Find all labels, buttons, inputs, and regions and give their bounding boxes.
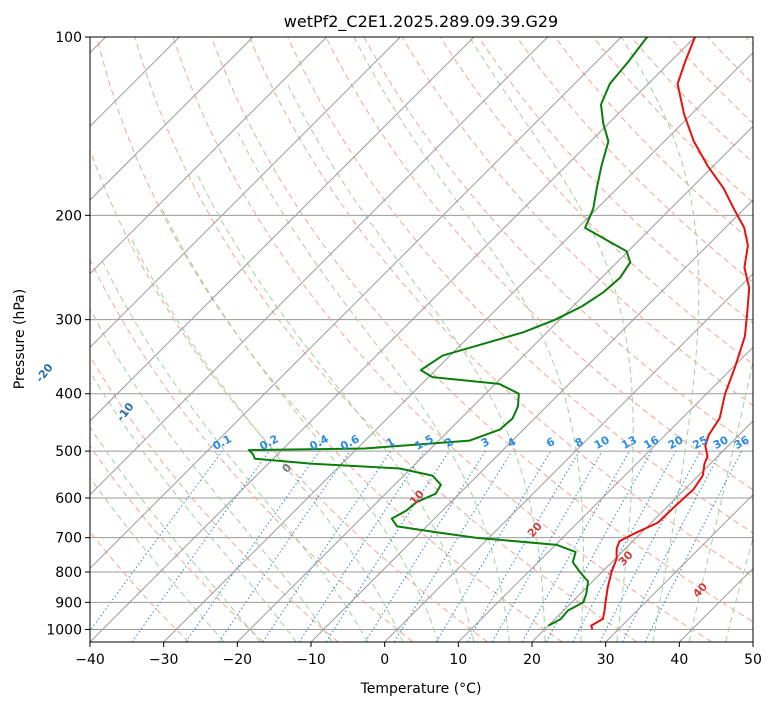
- mixing-ratio-line: [644, 450, 743, 642]
- isotherm: [310, 199, 753, 642]
- isotherm: [752, 641, 753, 642]
- mixing-ratio-label: 16: [642, 433, 662, 452]
- moist-adiabat: [353, 37, 584, 642]
- dry-adiabat: [96, 37, 563, 642]
- plot-background: [90, 37, 753, 642]
- moist-adiabat: [237, 132, 510, 642]
- mixing-ratio-line: [545, 450, 653, 642]
- plot-frame: [89, 36, 754, 643]
- x-tick-label: −20: [223, 652, 253, 668]
- x-tick-label: −40: [75, 652, 105, 668]
- dry-adiabat: [90, 445, 264, 642]
- moist-adiabat: [90, 308, 333, 642]
- y-tick-label: 400: [55, 387, 82, 403]
- x-tick-label: 30: [597, 652, 615, 668]
- y-tick-label: 700: [55, 531, 82, 547]
- dry-adiabat-label: -20: [33, 361, 56, 385]
- isotherm: [163, 51, 753, 642]
- isotherm: [90, 37, 401, 349]
- dry-adiabat: [287, 37, 753, 534]
- isotherm: [90, 37, 328, 275]
- moist-adiabat: [688, 358, 753, 642]
- dry-adiabat: [90, 258, 414, 642]
- dry-adiabat: [90, 355, 339, 642]
- axes: −40 −30 −20 −10 0 10 20 30 40 50 100 200 300 400 500 60…: [46, 30, 762, 668]
- dry-adiabat: [172, 37, 712, 642]
- x-tick-label: 10: [449, 652, 467, 668]
- temperature-profile: [590, 37, 751, 630]
- isotherm: [90, 37, 475, 422]
- y-tick-label: 1000: [46, 622, 82, 638]
- isotherm: [384, 272, 753, 642]
- y-axis-label: Pressure (hPa): [12, 289, 28, 389]
- y-tick-label: 800: [55, 565, 82, 581]
- chart-title: wetPf2_C2E1.2025.289.09.39.G29: [284, 12, 558, 32]
- moist-adiabat: [725, 536, 753, 642]
- moist-adiabat: [131, 239, 404, 642]
- isotherm: [90, 37, 696, 642]
- mixing-ratio-line: [393, 450, 513, 642]
- moist-adiabat: [620, 37, 700, 642]
- mixing-ratio-label: 36: [732, 433, 752, 452]
- dewpoint-profile: [247, 37, 648, 627]
- mixing-ratio-line: [298, 450, 425, 642]
- mixing-ratio-label: 30: [711, 433, 731, 452]
- mixing-ratio-line: [521, 450, 630, 642]
- x-tick-label: 50: [744, 652, 762, 668]
- dry-adiabat: [516, 37, 753, 284]
- mixing-ratio-line: [131, 450, 270, 642]
- y-tick-label: 100: [55, 30, 82, 46]
- x-tick-label: −30: [149, 652, 179, 668]
- y-tick-label: 300: [55, 313, 82, 329]
- dry-adiabat: [325, 37, 753, 491]
- mixing-ratio-label: 10: [592, 433, 612, 452]
- moist-adiabat: [90, 476, 225, 642]
- mixing-ratio-line: [185, 450, 320, 642]
- data-series: [247, 37, 751, 630]
- moist-adiabat: [161, 208, 439, 642]
- moist-adiabat: [287, 83, 546, 642]
- y-tick-label: 900: [55, 595, 82, 611]
- isotherm: [90, 37, 254, 201]
- mixing-ratio-line: [90, 450, 223, 632]
- mixing-ratio-label: 13: [619, 433, 639, 452]
- x-tick-label: −10: [296, 652, 326, 668]
- y-tick-label: 600: [55, 491, 82, 507]
- background-lines: [90, 37, 753, 642]
- isotherm: [90, 37, 549, 496]
- x-axis-label: Temperature (°C): [360, 681, 482, 697]
- mixing-ratio-label: 20: [666, 433, 686, 452]
- mixing-ratio-line: [262, 450, 392, 642]
- moist-adiabat: [90, 426, 261, 642]
- mixing-ratio-label: 25: [690, 433, 710, 452]
- dry-adiabat: [210, 37, 753, 623]
- mixing-ratio-line: [325, 450, 450, 642]
- dry-adiabat: [249, 37, 753, 578]
- x-tick-label: 20: [523, 652, 541, 668]
- isotherm: [605, 493, 753, 642]
- isotherm: [457, 346, 753, 642]
- y-tick-label: 500: [55, 444, 82, 460]
- moist-adiabat: [196, 173, 475, 642]
- isotherm: [90, 37, 622, 570]
- mixing-ratio-line: [218, 450, 351, 642]
- isotherm: [236, 125, 753, 642]
- isotherm: [531, 420, 753, 642]
- x-tick-label: 0: [380, 652, 389, 668]
- x-tick-label: 40: [670, 652, 688, 668]
- dry-adiabat: [134, 37, 638, 642]
- y-tick-label: 200: [55, 208, 82, 224]
